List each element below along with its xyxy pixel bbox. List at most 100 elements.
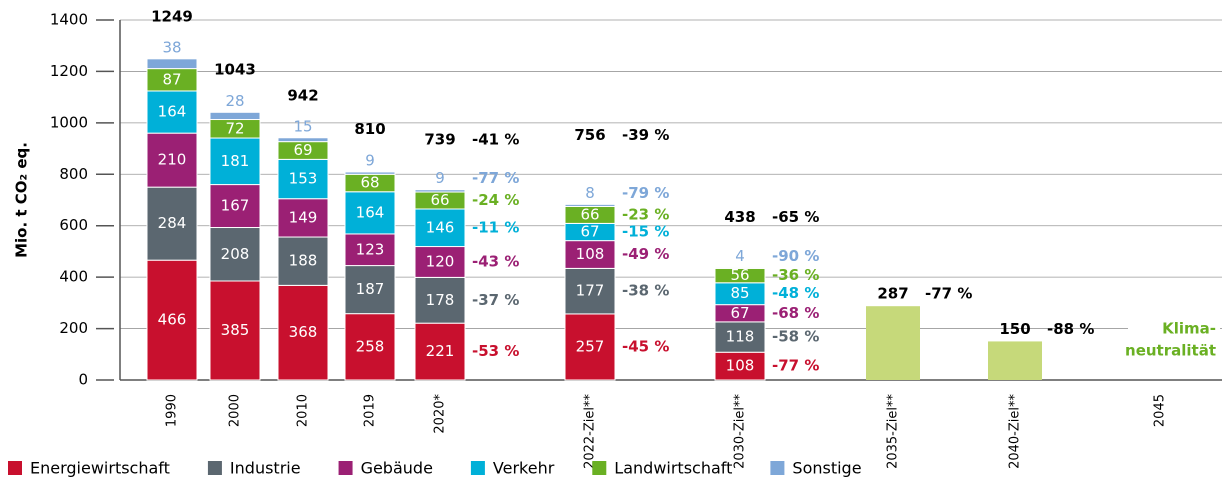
data-label: 9 xyxy=(365,151,375,169)
change-label: -43 % xyxy=(472,252,519,270)
legend-swatch xyxy=(8,461,22,475)
total-change-label: -77 % xyxy=(925,285,972,303)
bar-segment xyxy=(414,276,466,324)
data-label: 67 xyxy=(580,223,599,241)
bar-segment xyxy=(209,111,261,121)
data-label: 56 xyxy=(730,266,749,284)
change-label: -77 % xyxy=(772,357,819,375)
total-label: 150 xyxy=(999,320,1030,338)
x-tick-label: 2045 xyxy=(1153,394,1168,427)
data-label: 108 xyxy=(726,357,755,375)
y-tick-label: 800 xyxy=(59,165,88,183)
data-label: 164 xyxy=(158,103,187,121)
data-label: 221 xyxy=(426,342,455,360)
bar-segment xyxy=(414,189,466,193)
total-bar xyxy=(866,306,920,380)
change-label: -23 % xyxy=(622,205,669,223)
x-tick-label: 2020* xyxy=(433,394,448,434)
bar-segment xyxy=(344,171,396,175)
legend-label: Energiewirtschaft xyxy=(30,459,170,478)
data-label: 153 xyxy=(289,170,318,188)
change-label: -11 % xyxy=(472,218,519,236)
total-bar xyxy=(988,341,1042,380)
x-tick-label: 2040-Ziel** xyxy=(1008,394,1023,469)
change-label: -90 % xyxy=(772,247,819,265)
data-label: 66 xyxy=(430,191,449,209)
data-label: 38 xyxy=(162,38,181,56)
data-label: 181 xyxy=(221,152,250,170)
change-label: -36 % xyxy=(772,266,819,284)
total-change-label: -65 % xyxy=(772,208,819,226)
bar-segment xyxy=(209,184,261,229)
total-label: 1249 xyxy=(151,7,193,25)
change-label: -53 % xyxy=(472,342,519,360)
bar-segment xyxy=(714,321,766,353)
x-tick-label: 2019 xyxy=(363,394,378,427)
data-label: 15 xyxy=(293,117,312,135)
legend-label: Sonstige xyxy=(792,459,861,478)
data-label: 85 xyxy=(730,284,749,302)
data-label: 108 xyxy=(576,245,605,263)
data-label: 210 xyxy=(158,151,187,169)
bar-segment xyxy=(209,227,261,282)
bar-segment xyxy=(209,137,261,186)
data-label: 178 xyxy=(426,291,455,309)
y-tick-label: 1400 xyxy=(50,11,88,29)
y-tick-label: 600 xyxy=(59,216,88,234)
change-label: -79 % xyxy=(622,184,669,202)
change-label: -49 % xyxy=(622,245,669,263)
bar-segment xyxy=(714,266,766,269)
total-label: 438 xyxy=(724,208,755,226)
y-tick-label: 1000 xyxy=(50,113,88,131)
data-label: 146 xyxy=(426,218,455,236)
legend-label: Gebäude xyxy=(361,459,433,478)
y-tick-label: 400 xyxy=(59,268,88,286)
bar-segment xyxy=(277,158,329,200)
bar-segment xyxy=(277,284,329,381)
bar-segment xyxy=(564,240,616,269)
data-label: 120 xyxy=(426,252,455,270)
x-tick-label: 2010 xyxy=(296,394,311,427)
total-label: 942 xyxy=(287,86,318,104)
data-label: 66 xyxy=(580,205,599,223)
change-label: -24 % xyxy=(472,191,519,209)
data-label: 208 xyxy=(221,245,250,263)
data-label: 385 xyxy=(221,321,250,339)
bar-segment xyxy=(414,208,466,248)
data-label: 284 xyxy=(158,214,187,232)
change-label: -38 % xyxy=(622,282,669,300)
data-label: 28 xyxy=(225,92,244,110)
data-label: 177 xyxy=(576,282,605,300)
bar-segment xyxy=(146,58,198,70)
data-label: 257 xyxy=(576,337,605,355)
data-label: 187 xyxy=(356,280,385,298)
bar-segment xyxy=(146,90,198,134)
change-label: -77 % xyxy=(472,169,519,187)
legend-swatch xyxy=(207,461,222,475)
y-tick-label: 200 xyxy=(59,319,88,337)
change-label: -68 % xyxy=(772,304,819,322)
x-tick-label: 2022-Ziel** xyxy=(583,394,598,469)
y-axis-label: Mio. t CO₂ eq. xyxy=(13,142,31,258)
total-label: 287 xyxy=(877,285,908,303)
annotation-bg xyxy=(1128,318,1220,340)
legend-label: Landwirtschaft xyxy=(614,459,732,478)
data-label: 123 xyxy=(356,240,385,258)
data-label: 188 xyxy=(289,252,318,270)
data-label: 258 xyxy=(356,337,385,355)
data-label: 118 xyxy=(726,328,755,346)
total-label: 1043 xyxy=(214,60,256,78)
total-label: 810 xyxy=(354,120,385,138)
bar-segment xyxy=(564,203,616,207)
total-label: 739 xyxy=(424,130,455,148)
annotation-bg xyxy=(1128,340,1220,362)
y-tick-label: 0 xyxy=(78,371,88,389)
x-tick-label: 2035-Ziel** xyxy=(886,394,901,469)
change-label: -15 % xyxy=(622,223,669,241)
data-label: 67 xyxy=(730,304,749,322)
x-tick-label: 1990 xyxy=(165,394,180,427)
legend-label: Industrie xyxy=(230,459,301,478)
change-label: -37 % xyxy=(472,291,519,309)
change-label: -58 % xyxy=(772,328,819,346)
